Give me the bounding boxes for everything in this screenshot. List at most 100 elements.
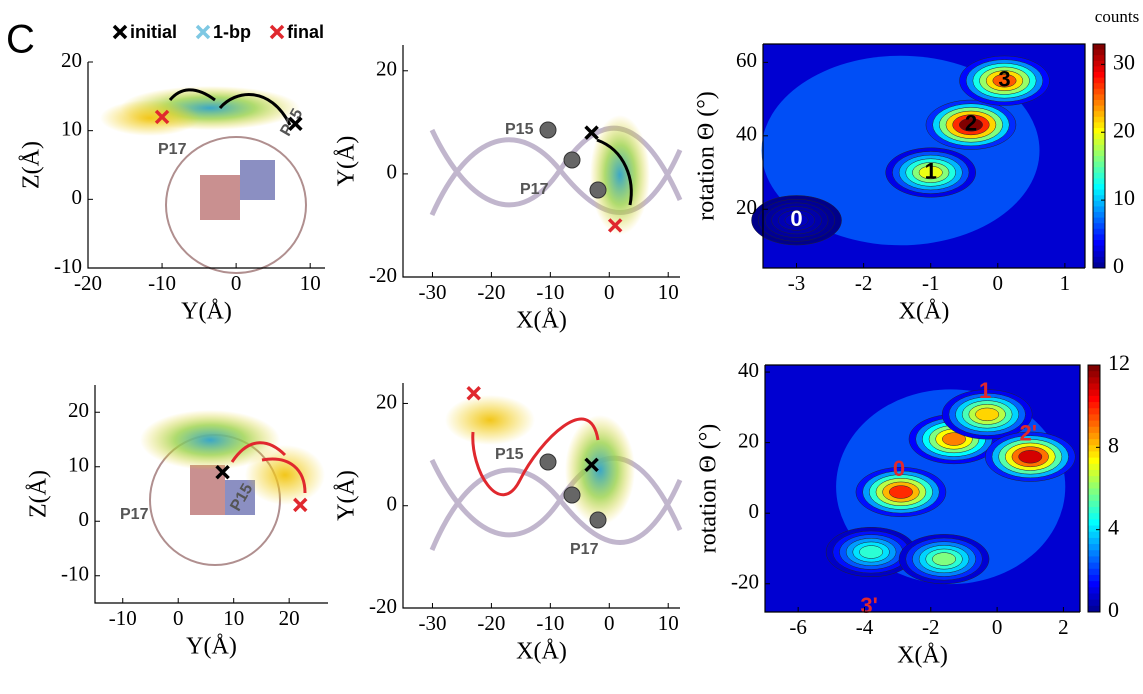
x-tick-label: 10: [223, 606, 244, 630]
colorbar-step: [1088, 371, 1100, 378]
chart: 01'12'3'04812-6-4-202-2002040X(Å)rotatio…: [696, 350, 1131, 668]
x-tick-label: -20: [74, 271, 102, 295]
colorbar-step: [1093, 234, 1105, 241]
colorbar-step: [1088, 365, 1100, 372]
colorbar-step: [1093, 262, 1105, 269]
y-tick-label: 0: [387, 492, 398, 516]
colorbar-step: [1093, 88, 1105, 95]
colorbar-step: [1093, 122, 1105, 129]
residue-label: P15: [505, 121, 534, 138]
colorbar-step: [1088, 451, 1100, 459]
colorbar-step: [1093, 150, 1105, 157]
colorbar-step: [1088, 544, 1100, 551]
colorbar-step: [1093, 49, 1105, 56]
y-tick-label: 20: [68, 398, 89, 422]
y-tick-label: 60: [736, 48, 757, 72]
marker: [288, 116, 303, 132]
x-axis-label: X(Å): [516, 639, 567, 665]
x-tick-label: -1: [922, 271, 940, 295]
colorbar-step: [1088, 556, 1100, 564]
peak-label: 3: [998, 67, 1010, 92]
y-axis-label: Z(Å): [26, 470, 52, 518]
x-tick-label: -2: [922, 615, 940, 639]
colorbar-step: [1088, 414, 1100, 422]
peak-label: 0: [893, 456, 905, 481]
density-peak: [992, 74, 1017, 88]
legend-label: 1-bp: [213, 22, 251, 42]
marker: [215, 464, 230, 480]
colorbar-step: [1088, 457, 1100, 465]
y-tick-label: 20: [376, 389, 397, 413]
peak-label: 2: [965, 111, 977, 136]
x-tick-label: 0: [173, 606, 184, 630]
colorbar-step: [1088, 469, 1100, 477]
x-tick-label: -10: [536, 611, 564, 635]
colorbar-step: [1088, 488, 1100, 496]
colorbar-frame: [1087, 364, 1101, 613]
x-tick-label: 10: [300, 271, 321, 295]
colorbar-step: [1088, 420, 1100, 428]
x-tick-label: 10: [658, 280, 679, 304]
colorbar-step: [1088, 599, 1100, 607]
y-axis-label: rotation Θ (°): [696, 424, 722, 554]
colorbar-tick-label: 0: [1113, 253, 1124, 278]
marker: [466, 385, 481, 401]
marker: [584, 457, 599, 473]
chart: P15 P17 -30 -20 -10 0 10 -20 0 20 X(Å) Y(Å): [334, 383, 680, 665]
legend-marker: [112, 24, 128, 40]
axis-line: [402, 383, 680, 609]
density-peak: [932, 552, 956, 566]
colorbar-step: [1093, 223, 1105, 230]
colorbar-step: [1088, 494, 1100, 502]
colorbar-step: [1088, 377, 1100, 385]
density-peak: [942, 432, 966, 446]
colorbar-tick-label: 30: [1113, 49, 1135, 74]
x-tick-label: 1: [1060, 271, 1071, 295]
x-tick-label: -2: [855, 271, 873, 295]
y-tick-label: 10: [61, 116, 82, 140]
x-tick-label: 0: [604, 611, 615, 635]
x-axis-label: X(Å): [897, 643, 948, 669]
x-tick-label: -3: [788, 271, 806, 295]
density-peak: [859, 545, 884, 559]
y-tick-label: 10: [68, 453, 89, 477]
axis-line: [764, 365, 1080, 613]
colorbar-step: [1088, 426, 1100, 434]
colorbar-step: [1088, 525, 1100, 533]
y-tick-label: 40: [736, 122, 757, 146]
y-tick-label: -10: [61, 562, 89, 586]
colorbar-step: [1093, 111, 1105, 118]
colorbar-step: [1093, 245, 1105, 252]
colorbar-tick-label: 20: [1113, 117, 1135, 142]
y-axis-label: Z(Å): [19, 141, 45, 189]
marker: [584, 125, 599, 140]
colorbar-step: [1093, 55, 1105, 62]
x-tick-label: -30: [418, 280, 446, 304]
colorbar-step: [1093, 94, 1105, 101]
colorbar-tick-label: 0: [1108, 597, 1119, 622]
colorbar-tick-label: 10: [1113, 185, 1135, 210]
x-tick-label: -30: [418, 611, 446, 635]
colorbar-step: [1093, 44, 1105, 51]
colorbar-step: [1093, 144, 1105, 151]
colorbar-step: [1088, 389, 1100, 397]
phosphate-sphere: [563, 151, 581, 169]
colorbar-step: [1088, 562, 1100, 570]
x-tick-label: -10: [109, 606, 137, 630]
colorbar-step: [1093, 83, 1105, 90]
colorbar-step: [1088, 402, 1100, 409]
colorbar-step: [1093, 206, 1105, 213]
y-tick-label: 0: [79, 507, 90, 531]
y-tick-label: -20: [369, 594, 397, 618]
density-peak: [889, 485, 913, 499]
chart: P15 P17 -30 -20 -10 0 10 -20 0 20 X(Å) Y(Å): [334, 45, 680, 334]
colorbar-step: [1088, 445, 1100, 452]
legend-marker: [195, 24, 211, 40]
y-tick-label: 20: [738, 428, 759, 452]
colorbar-tick-label: 8: [1108, 432, 1119, 457]
colorbar-step: [1093, 105, 1105, 112]
x-tick-label: 10: [658, 611, 679, 635]
y-axis-label: Y(Å): [334, 470, 360, 521]
colorbar-step: [1093, 167, 1105, 174]
